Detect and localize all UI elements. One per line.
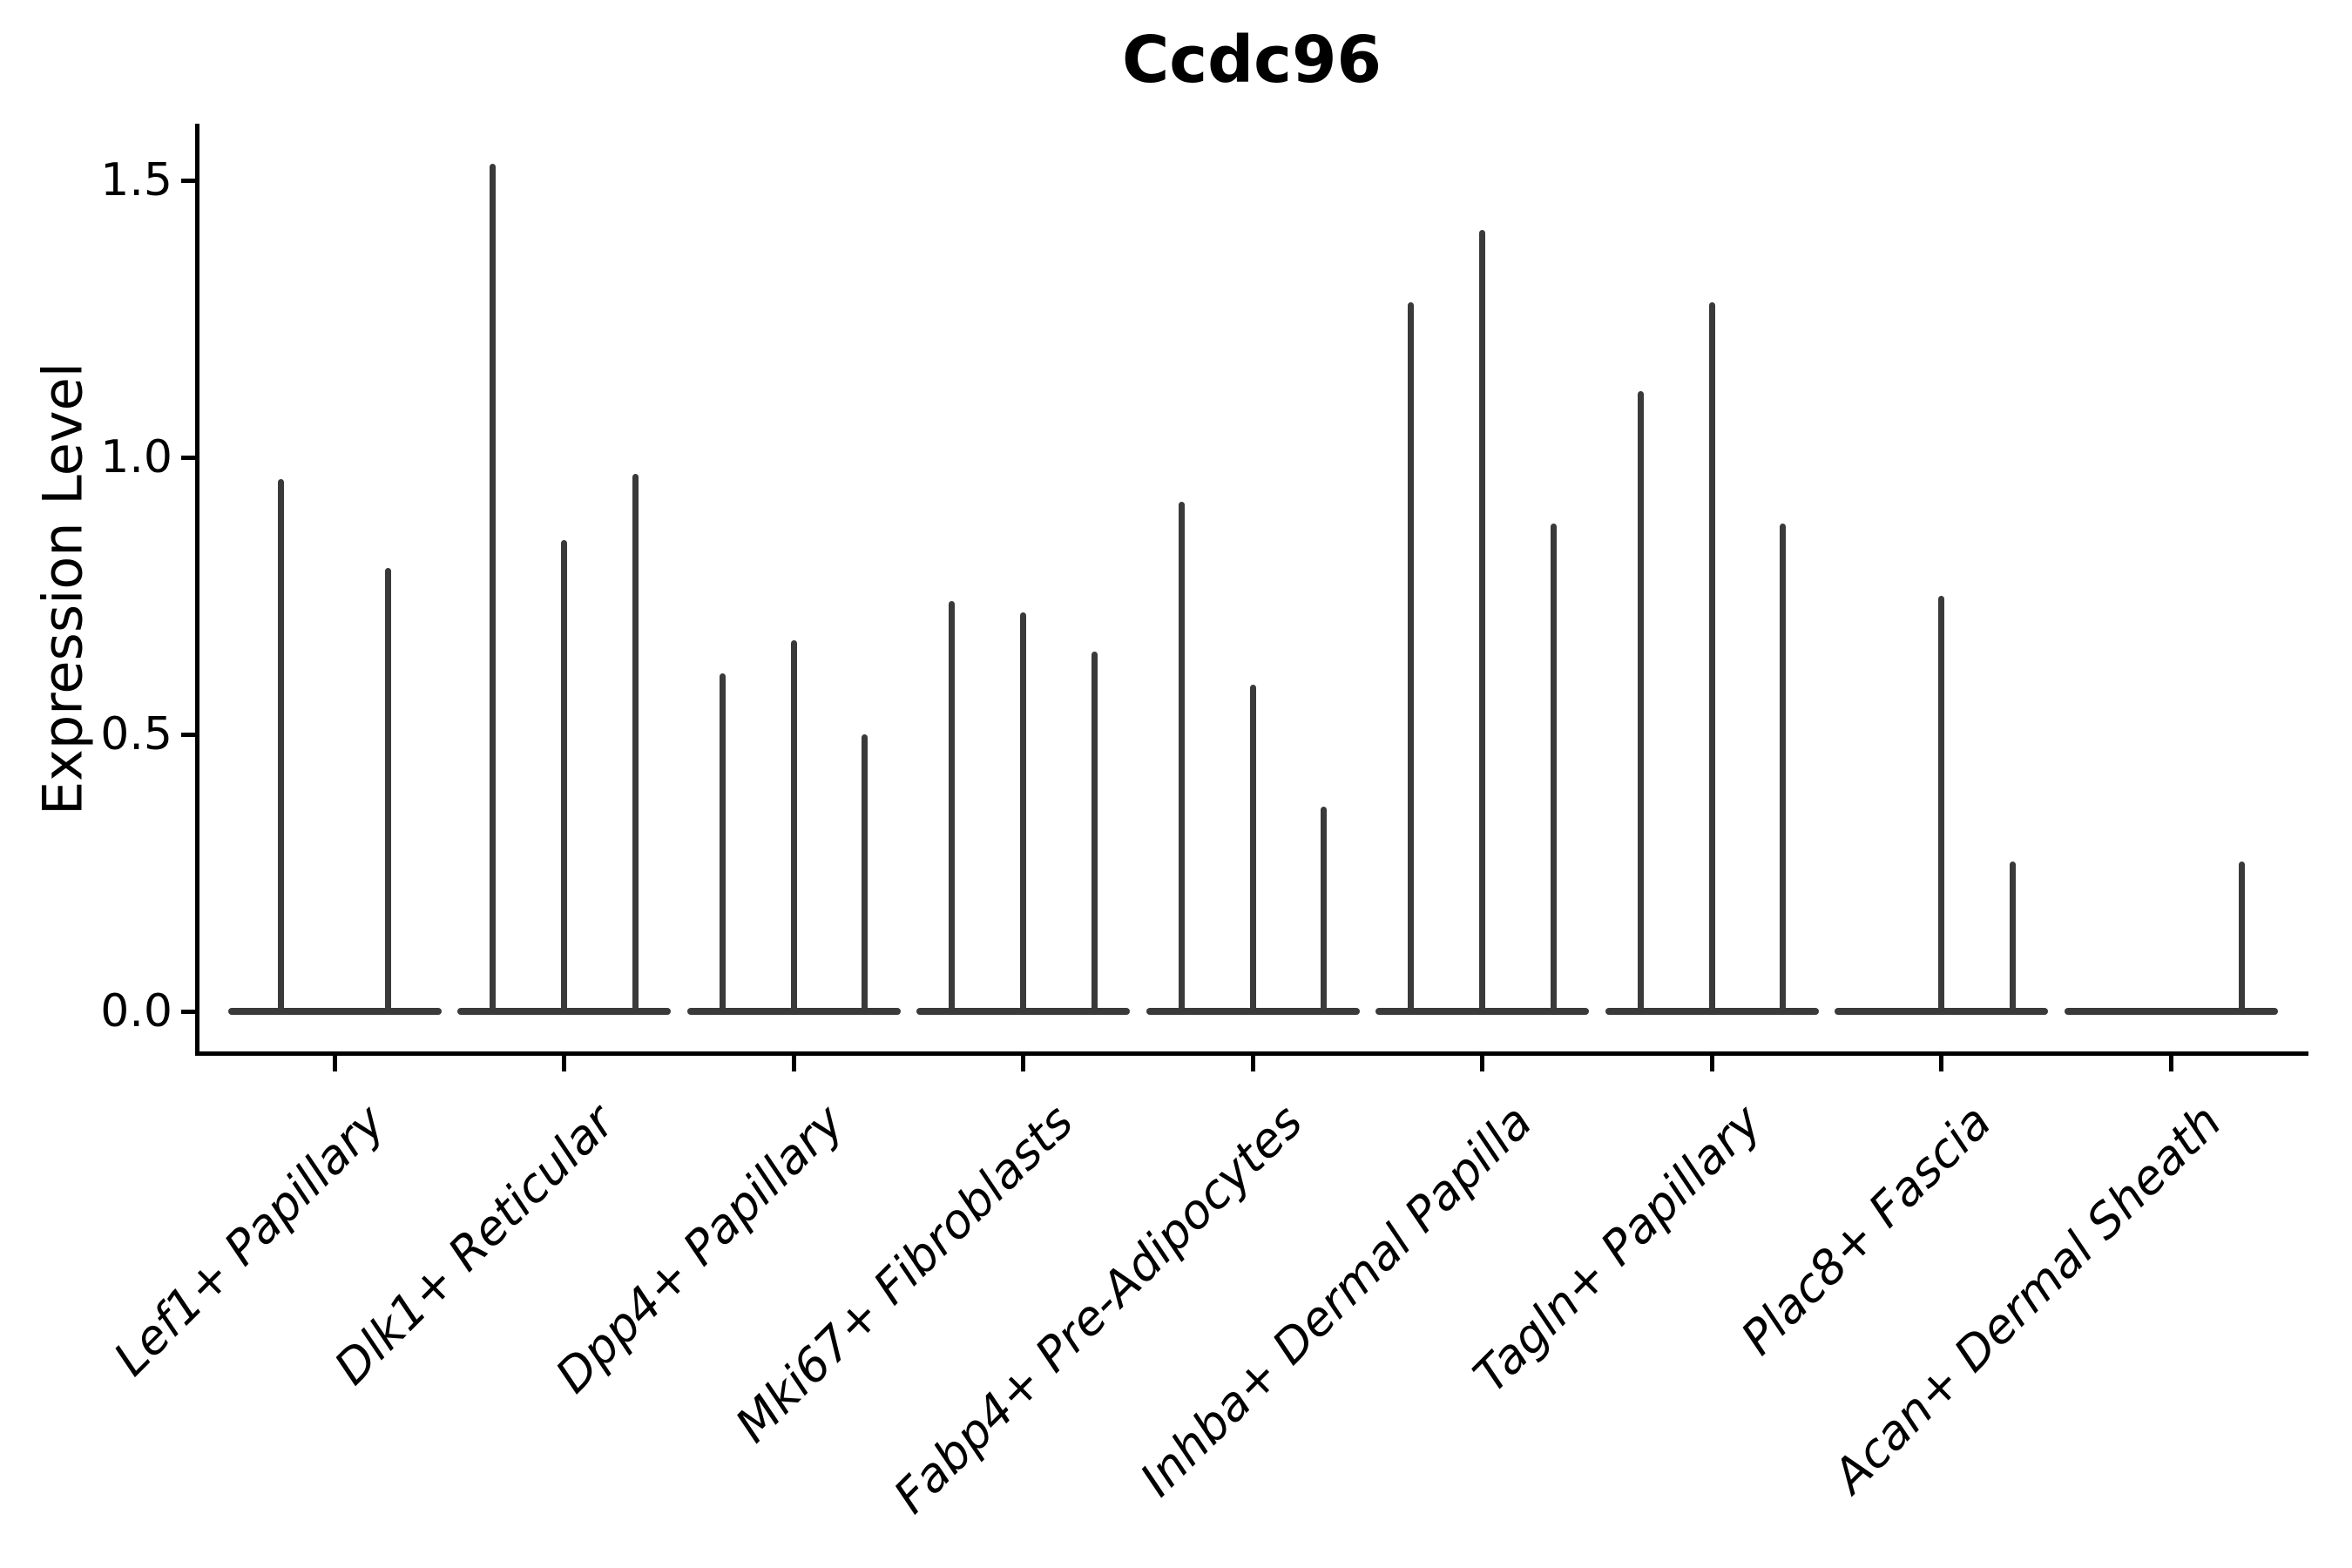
violin-spike [1708, 301, 1715, 1014]
y-tick-label: 1.0 [100, 431, 172, 483]
y-tick [181, 178, 195, 183]
y-tick-label: 1.5 [100, 154, 172, 206]
violin-spike [2239, 862, 2246, 1014]
violin-baseline [2064, 1008, 2278, 1015]
y-tick-label: 0.5 [100, 708, 172, 760]
violin-spike [1550, 524, 1557, 1014]
violin-spike [719, 673, 726, 1014]
plot-title: Ccdc96 [1122, 23, 1382, 98]
x-tick [1709, 1056, 1714, 1071]
violin-spike [949, 601, 956, 1014]
violin-spike [384, 568, 391, 1014]
violin-spike [1479, 230, 1485, 1014]
violin-spike [1249, 684, 1256, 1014]
x-tick [1021, 1056, 1025, 1071]
y-tick [181, 1009, 195, 1014]
y-axis-spine [195, 124, 199, 1056]
violin-spike [1637, 390, 1644, 1014]
violin-spike [1091, 651, 1098, 1014]
x-tick [332, 1056, 337, 1071]
x-axis-spine [195, 1051, 2308, 1056]
violin-spike [278, 479, 285, 1014]
x-tick [1480, 1056, 1484, 1071]
violin-spike [1780, 524, 1787, 1014]
violin-baseline [227, 1008, 442, 1015]
x-tick [791, 1056, 796, 1071]
x-tick [562, 1056, 566, 1071]
x-tick-label: Acan+ Dermal Sheath [1821, 1094, 2232, 1504]
violin-spike [1321, 806, 1328, 1014]
violin-spike [2009, 862, 2016, 1014]
violin-spike [1178, 501, 1185, 1014]
y-tick-label: 0.0 [100, 985, 172, 1037]
x-tick-label: Inhba+ Dermal Papilla [1130, 1094, 1544, 1507]
violin-spike [632, 474, 639, 1014]
x-tick [1250, 1056, 1255, 1071]
violin-spike [490, 163, 497, 1014]
x-tick [1939, 1056, 1943, 1071]
violin-spike [862, 734, 868, 1014]
violin-spike [790, 639, 797, 1014]
violin-spike [561, 540, 567, 1014]
violin-spike [1020, 612, 1026, 1014]
violin-spike [1408, 301, 1415, 1014]
x-tick [2168, 1056, 2173, 1071]
y-tick [181, 732, 195, 737]
x-tick-label: Fabp4+ Pre-Adipocytes [883, 1094, 1314, 1524]
violin-spike [1938, 596, 1944, 1014]
y-tick [181, 455, 195, 460]
